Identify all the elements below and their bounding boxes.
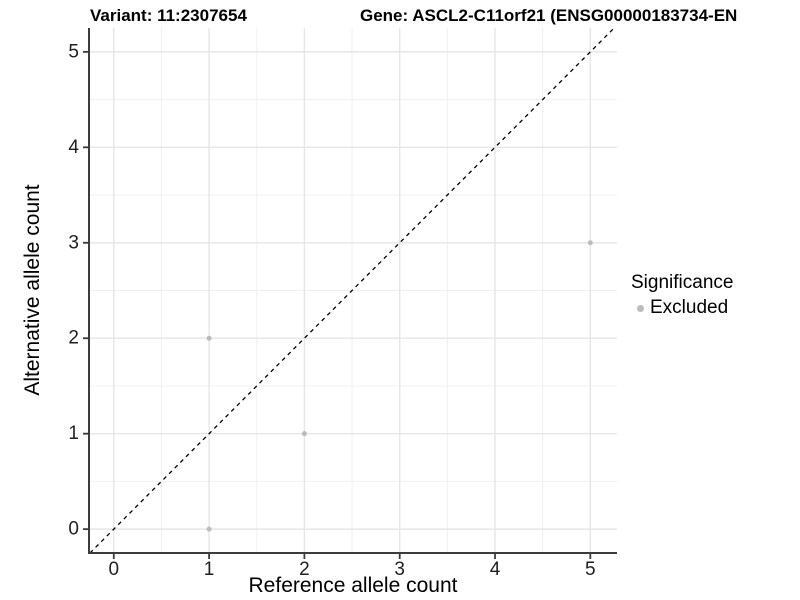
data-point bbox=[587, 240, 593, 246]
legend-title: Significance bbox=[631, 272, 734, 293]
x-axis-title: Reference allele count bbox=[248, 574, 458, 597]
x-tick-label: 1 bbox=[204, 559, 215, 580]
identity-line bbox=[89, 27, 615, 554]
x-tick-label: 0 bbox=[108, 559, 119, 580]
y-tick-label: 3 bbox=[68, 232, 79, 253]
legend-item-excluded: Excluded bbox=[631, 296, 733, 320]
y-tick-label: 2 bbox=[68, 328, 79, 349]
y-axis-title: Alternative allele count bbox=[21, 184, 44, 396]
data-point bbox=[206, 526, 212, 532]
data-point bbox=[206, 335, 212, 341]
x-tick-label: 5 bbox=[585, 559, 596, 580]
x-tick-label: 4 bbox=[490, 559, 501, 580]
y-tick-label: 5 bbox=[68, 41, 79, 62]
x-tick-label: 3 bbox=[394, 559, 405, 580]
legend-item-label: Excluded bbox=[650, 297, 729, 318]
excluded-point-icon bbox=[637, 304, 644, 312]
y-tick-label: 0 bbox=[68, 519, 79, 540]
gene-title: Gene: ASCL2-C11orf21 (ENSG00000183734-EN bbox=[360, 6, 738, 25]
y-tick-label: 1 bbox=[68, 423, 79, 444]
y-tick-label: 4 bbox=[68, 137, 79, 158]
data-point bbox=[301, 431, 307, 437]
variant-title: Variant: 11:2307654 bbox=[90, 6, 247, 25]
legend: Significance Excluded bbox=[631, 270, 733, 320]
x-tick-label: 2 bbox=[299, 559, 310, 580]
